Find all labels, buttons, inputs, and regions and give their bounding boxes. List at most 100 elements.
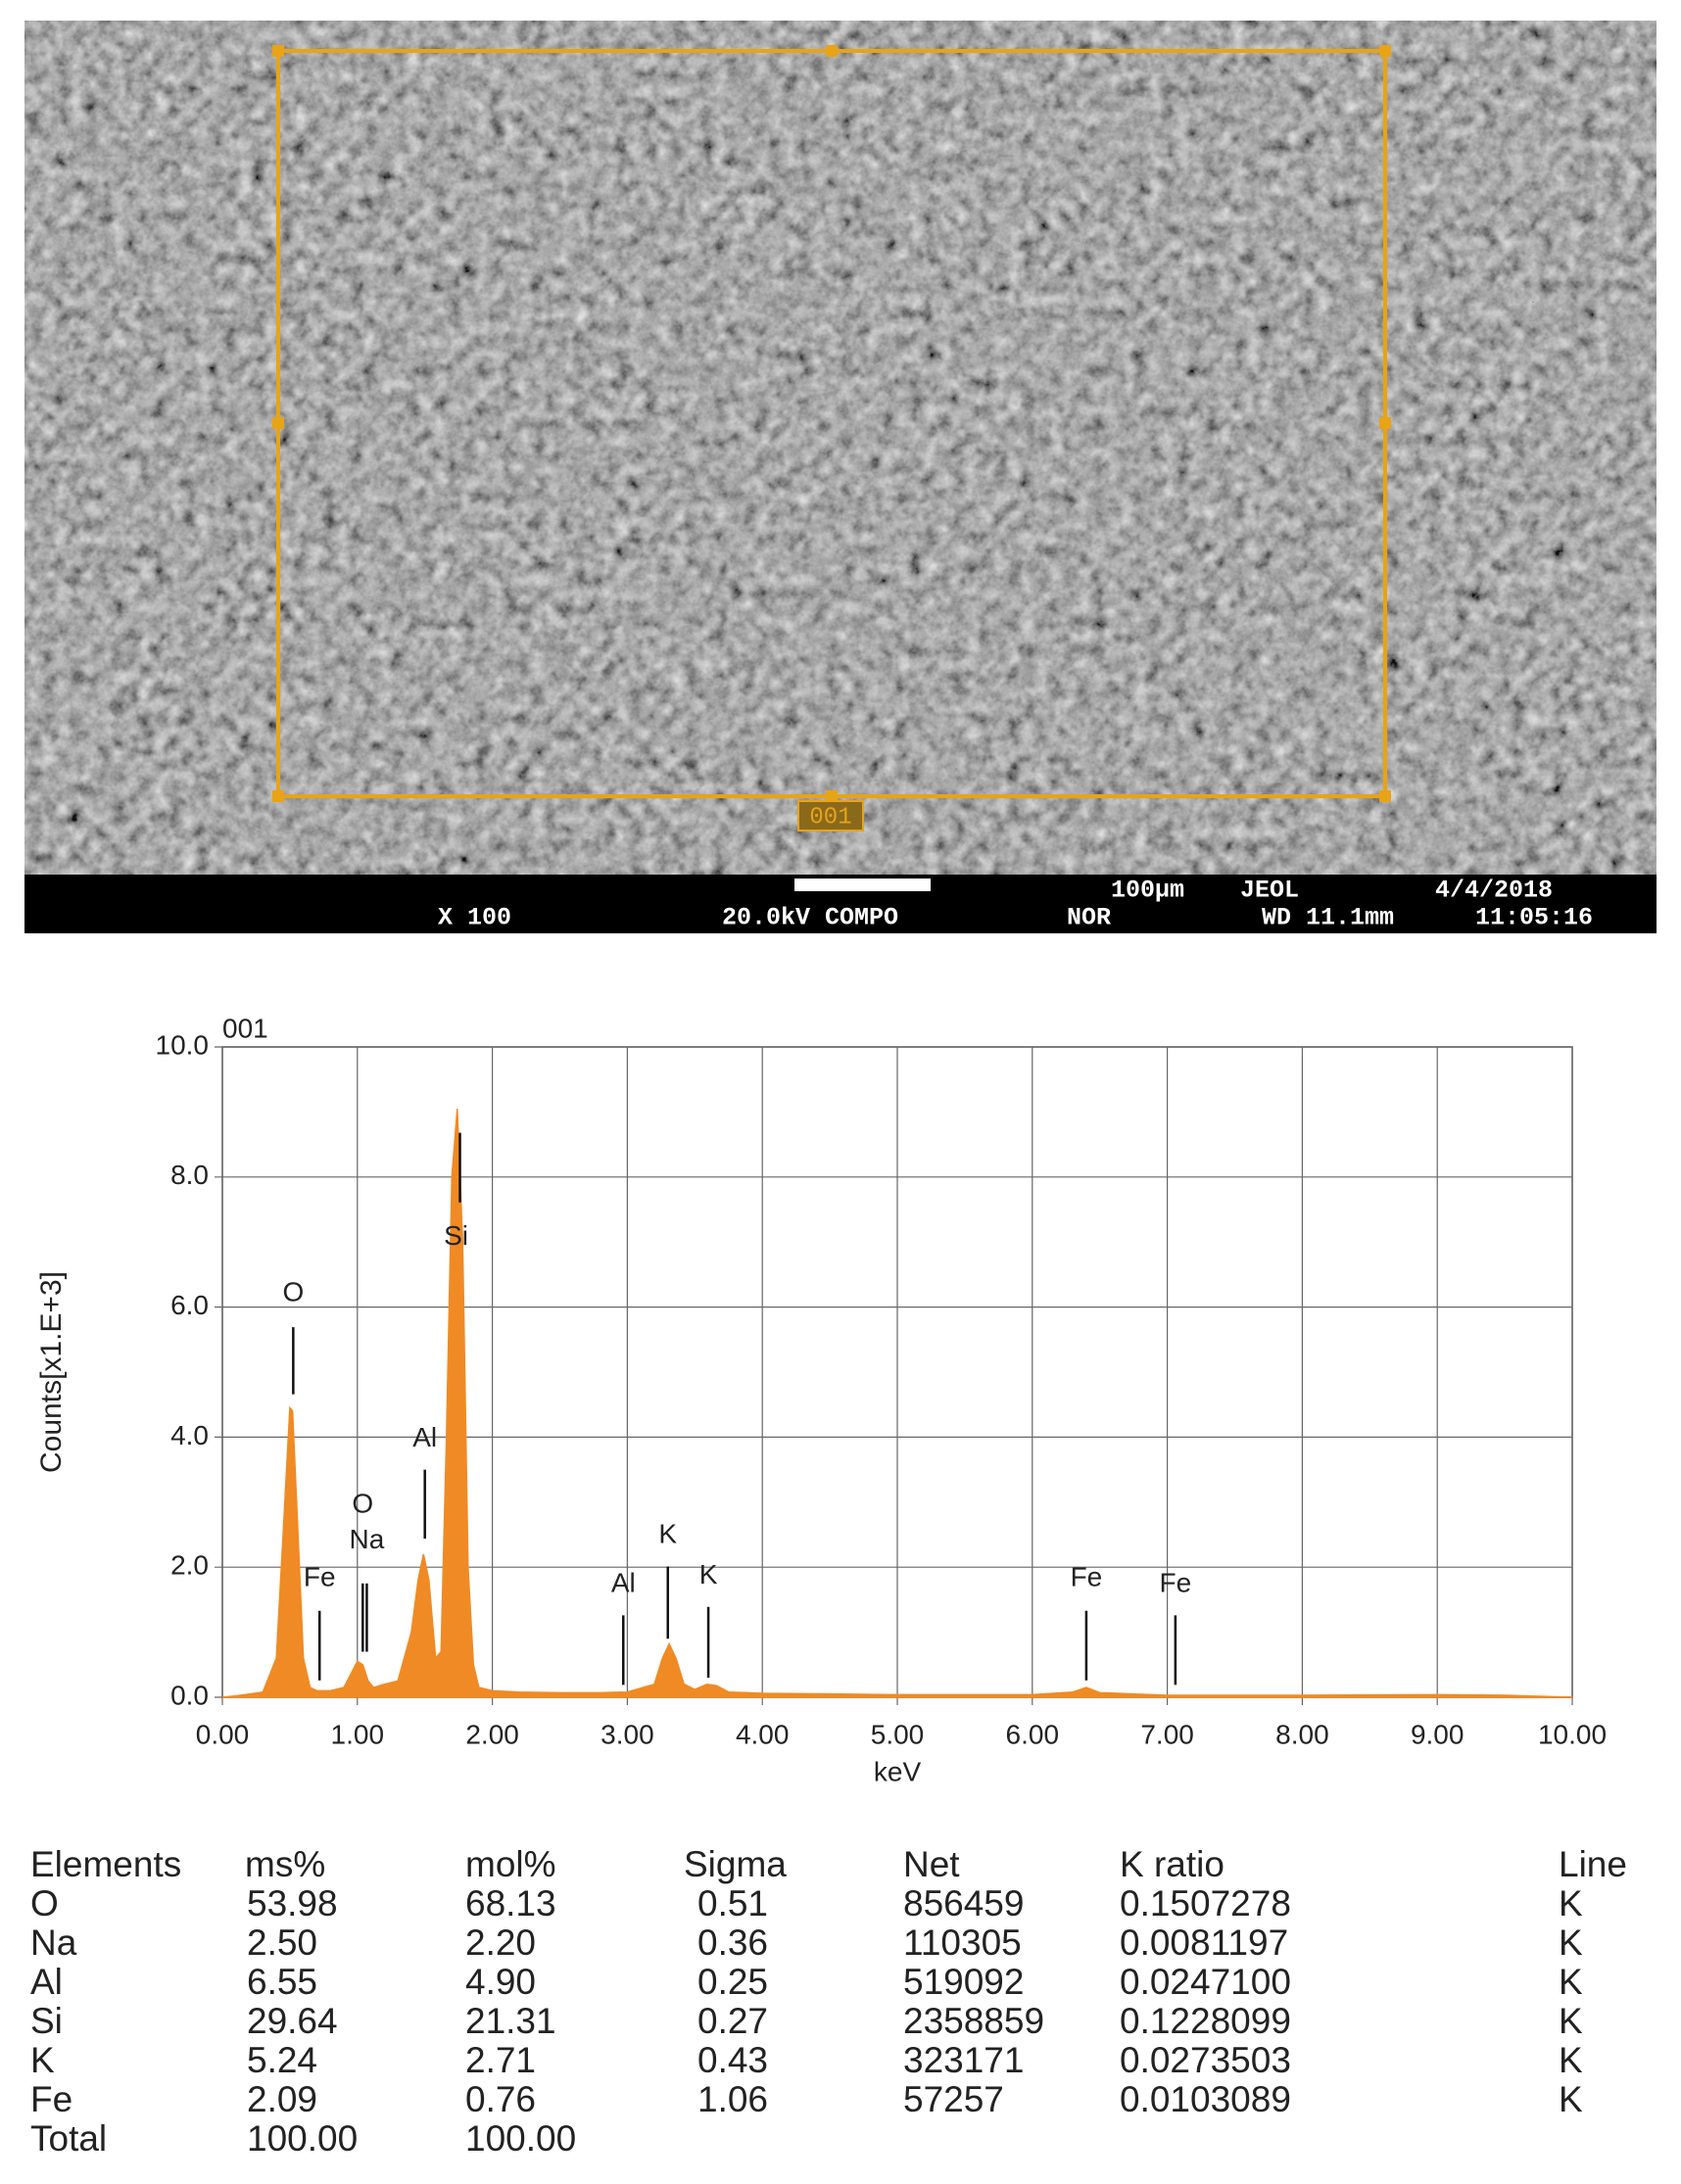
table-cell: 2.50: [247, 1923, 317, 1963]
column-header: K ratio: [1120, 1844, 1225, 1884]
table-cell: 0.76: [465, 2079, 536, 2119]
table-cell: 110305: [903, 1923, 1022, 1963]
x-tick-label: 1.00: [331, 1719, 385, 1749]
y-tick-label: 6.0: [170, 1290, 209, 1320]
x-tick-label: 8.00: [1275, 1719, 1329, 1749]
table-cell: 0.36: [697, 1923, 768, 1963]
peak-label: O: [282, 1277, 304, 1307]
time: 11:05:16: [1475, 904, 1593, 932]
table-cell: Na: [30, 1923, 77, 1963]
scale-bar: [794, 878, 931, 891]
table-cell: 29.64: [247, 2001, 338, 2041]
overlay-label: 001: [809, 804, 851, 831]
peak-label: Fe: [1160, 1568, 1192, 1598]
table-cell: 0.0273503: [1120, 2040, 1291, 2080]
y-tick-label: 10.0: [156, 1029, 210, 1060]
peak-label: Si: [444, 1220, 468, 1251]
column-header: mol%: [465, 1844, 556, 1884]
table-cell: Al: [30, 1962, 63, 2002]
x-tick-label: 0.00: [196, 1719, 250, 1749]
x-tick-label: 7.00: [1140, 1719, 1194, 1749]
spectrum-area: [221, 1109, 1573, 1698]
table-cell: 100.00: [247, 2118, 358, 2159]
peak-label: Al: [611, 1568, 636, 1598]
table-cell: 21.31: [465, 2001, 556, 2041]
mode: NOR: [1067, 904, 1111, 932]
maker: JEOL: [1240, 877, 1299, 905]
table-cell: K: [1559, 2040, 1583, 2080]
table-cell: 0.0081197: [1120, 1923, 1288, 1963]
table-cell: 100.00: [465, 2118, 576, 2159]
peak-label: O: [352, 1489, 373, 1519]
table-cell: K: [1559, 1962, 1583, 2002]
x-axis-label: keV: [874, 1756, 922, 1786]
peak-label: Na: [350, 1524, 385, 1554]
table-cell: 53.98: [247, 1883, 338, 1923]
table-cell: Fe: [30, 2079, 72, 2119]
table-cell: 68.13: [465, 1883, 556, 1923]
table-cell: 0.0103089: [1120, 2079, 1291, 2119]
table-cell: 0.43: [697, 2040, 768, 2080]
table-cell: K: [1559, 2079, 1583, 2119]
column-header: Sigma: [684, 1844, 787, 1884]
table-cell: K: [1559, 1883, 1583, 1923]
table-cell: 0.27: [697, 2001, 768, 2041]
y-tick-label: 0.0: [170, 1680, 209, 1710]
table-cell: 519092: [903, 1962, 1024, 2002]
table-cell: O: [30, 1883, 59, 1923]
y-tick-label: 2.0: [170, 1550, 209, 1581]
table-cell: 1.06: [697, 2079, 768, 2119]
peak-label: Al: [412, 1422, 437, 1452]
spectrum-chart: 001 keV Counts[x1.E+3] 0.00 1.00 2.00 3.00 4…: [35, 1013, 1607, 1786]
table-cell: 5.24: [247, 2040, 317, 2080]
table-cell: 0.1228099: [1120, 2001, 1291, 2041]
results-table: Elements ms% mol% Sigma Net K ratio Line O 53.98…: [30, 1844, 1627, 2159]
column-header: ms%: [245, 1844, 325, 1884]
x-tick-label: 2.00: [465, 1719, 519, 1749]
peak-label: K: [699, 1559, 718, 1590]
table-cell: 323171: [903, 2040, 1024, 2080]
y-tick-label: 4.0: [170, 1420, 209, 1450]
x-tick-label: 6.00: [1006, 1719, 1060, 1749]
table-cell: 2.71: [465, 2040, 536, 2080]
table-cell: Total: [30, 2118, 107, 2159]
x-tick-label: 9.00: [1411, 1719, 1465, 1749]
overlay-label-box: [797, 800, 864, 831]
table-cell: 4.90: [465, 1962, 536, 2002]
table-cell: 2.09: [247, 2079, 317, 2119]
sem-texture: [24, 21, 1657, 875]
table-cell: Si: [30, 2001, 63, 2041]
column-header: Net: [903, 1844, 960, 1884]
x-tick-label: 5.00: [871, 1719, 925, 1749]
scale-text: 100µm: [1111, 877, 1184, 905]
x-tick-label: 4.00: [736, 1719, 790, 1749]
table-cell: 856459: [903, 1883, 1024, 1923]
table-cell: 6.55: [247, 1962, 317, 2002]
magnification: X 100: [438, 904, 511, 932]
peak-label: K: [658, 1519, 677, 1549]
x-tick-label: 3.00: [600, 1719, 654, 1749]
table-cell: 2.20: [465, 1923, 536, 1963]
peak-label: Fe: [304, 1562, 336, 1592]
peak-label: Fe: [1071, 1562, 1103, 1592]
table-cell: K: [1559, 1923, 1583, 1963]
column-header: Line: [1559, 1844, 1627, 1884]
selection-handles: [272, 45, 1391, 802]
working-distance: WD 11.1mm: [1262, 904, 1394, 932]
table-cell: 2358859: [903, 2001, 1044, 2041]
x-tick-label: 10.00: [1538, 1719, 1607, 1749]
table-cell: 0.25: [697, 1962, 768, 2002]
table-cell: 0.1507278: [1120, 1883, 1291, 1923]
table-cell: K: [1559, 2001, 1583, 2041]
chart-title: 001: [222, 1013, 268, 1043]
table-cell: 0.51: [697, 1883, 768, 1923]
voltage: 20.0kV COMPO: [722, 904, 898, 932]
y-axis-label: Counts[x1.E+3]: [35, 1271, 68, 1473]
y-tick-label: 8.0: [170, 1160, 209, 1190]
table-cell: 57257: [903, 2079, 1004, 2119]
table-cell: 0.0247100: [1120, 1962, 1291, 2002]
sem-image: 001 X 100 20.0kV COMPO NOR 100µm JEOL 4/…: [24, 21, 1657, 933]
column-header: Elements: [30, 1844, 181, 1884]
table-cell: K: [30, 2040, 55, 2080]
